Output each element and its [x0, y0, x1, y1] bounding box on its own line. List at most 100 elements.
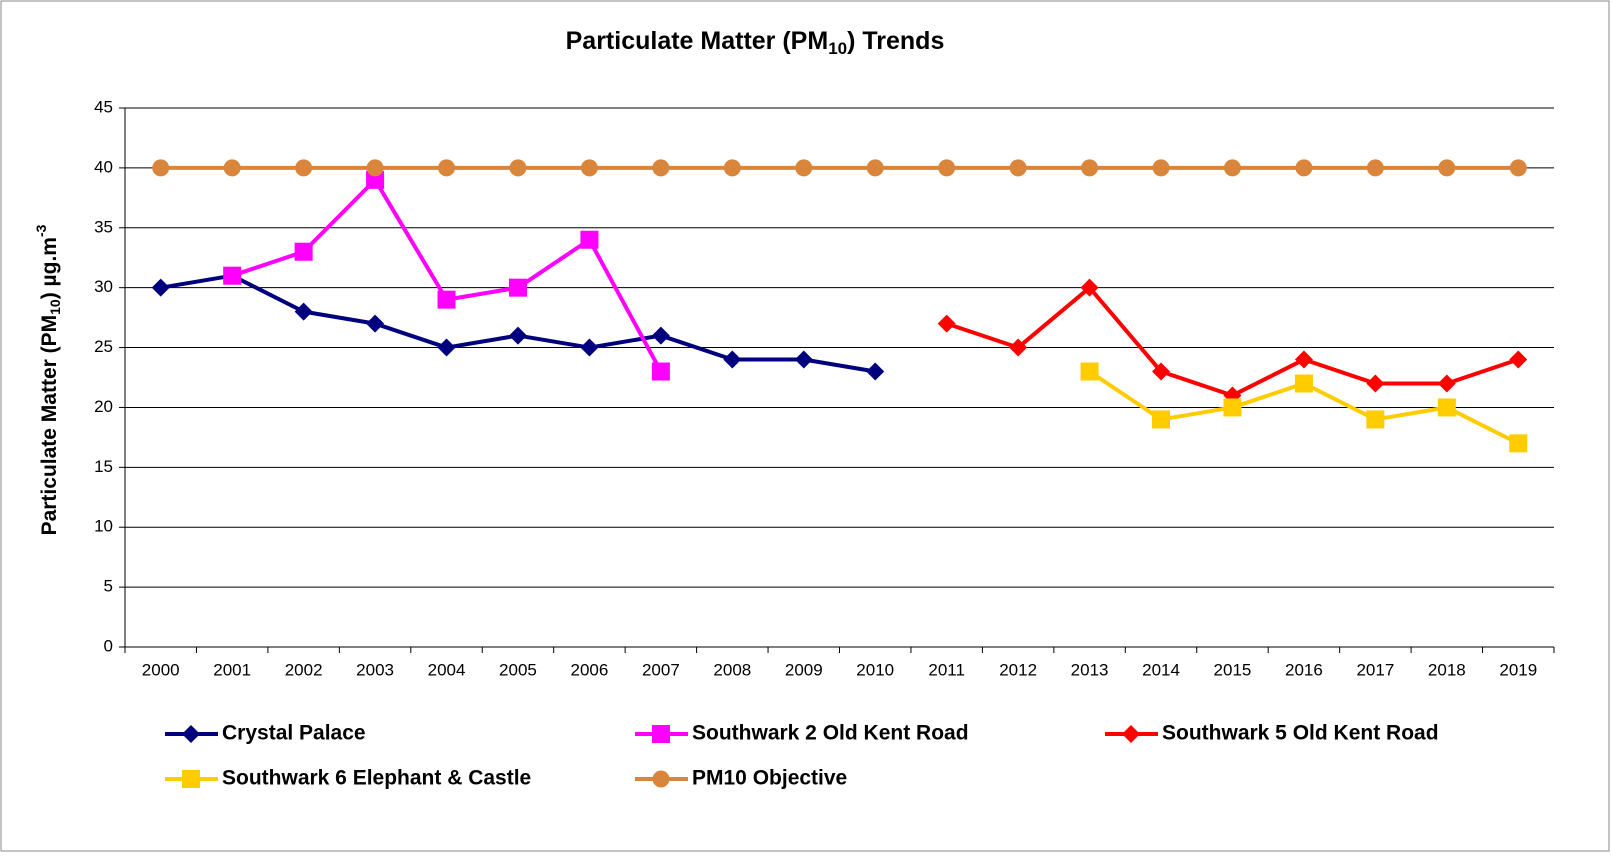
data-point	[151, 278, 170, 297]
data-point	[366, 314, 385, 333]
x-tick-label: 2004	[428, 660, 466, 679]
data-point	[437, 290, 456, 309]
data-point	[580, 159, 598, 177]
data-point	[1294, 374, 1313, 393]
data-point	[652, 159, 670, 177]
legend-label: Southwark 6 Elephant & Castle	[222, 767, 531, 790]
x-tick-label: 2018	[1428, 660, 1466, 679]
data-point	[1509, 434, 1528, 453]
y-tick-label: 25	[94, 337, 113, 356]
y-label-subscript: 10	[47, 299, 63, 315]
data-point	[1509, 350, 1528, 369]
data-point	[1009, 159, 1027, 177]
y-tick-label: 30	[94, 277, 113, 296]
legend-marker	[1122, 725, 1140, 743]
data-point	[438, 159, 456, 177]
legend-item: Southwark 2 Old Kent Road	[635, 722, 969, 745]
x-tick-label: 2002	[285, 660, 323, 679]
y-tick-label: 0	[104, 636, 113, 655]
data-point	[1152, 410, 1171, 429]
data-point	[223, 266, 242, 285]
legend-item: PM10 Objective	[635, 767, 847, 790]
data-point	[366, 170, 385, 189]
x-tick-label: 2001	[213, 660, 251, 679]
x-tick-label: 2017	[1356, 660, 1394, 679]
x-tick-label: 2010	[856, 660, 894, 679]
data-point	[580, 338, 599, 357]
data-point	[1366, 410, 1385, 429]
legend-item: Crystal Palace	[165, 722, 366, 745]
data-point	[794, 350, 813, 369]
data-point	[1295, 159, 1313, 177]
legend-item: Southwark 5 Old Kent Road	[1105, 722, 1439, 745]
legend-item: Southwark 6 Elephant & Castle	[165, 767, 531, 790]
data-point	[937, 314, 956, 333]
data-point	[366, 159, 384, 177]
y-tick-label: 35	[94, 217, 113, 236]
title-text: ) Trends	[847, 27, 944, 55]
data-point	[866, 159, 884, 177]
legend-label: Southwark 2 Old Kent Road	[692, 722, 969, 745]
y-tick-label: 15	[94, 457, 113, 476]
data-point	[509, 159, 527, 177]
data-point	[1080, 278, 1099, 297]
x-tick-label: 2003	[356, 660, 394, 679]
data-point	[294, 302, 313, 321]
x-tick-label: 2014	[1142, 660, 1180, 679]
data-point	[508, 278, 527, 297]
data-point	[1294, 350, 1313, 369]
chart-title: Particulate Matter (PM10) Trends	[566, 27, 945, 59]
data-point	[1152, 159, 1170, 177]
legend-marker	[652, 770, 670, 788]
legend-marker	[652, 725, 670, 743]
legend-marker	[182, 725, 200, 743]
data-point	[580, 230, 599, 249]
data-point	[437, 338, 456, 357]
data-point	[1009, 338, 1028, 357]
x-tick-label: 2013	[1071, 660, 1109, 679]
y-tick-label: 5	[104, 577, 113, 596]
data-point	[1223, 398, 1242, 417]
data-point	[723, 159, 741, 177]
x-tick-label: 2011	[928, 660, 965, 679]
data-point	[651, 326, 670, 345]
title-subscript: 10	[828, 39, 847, 58]
x-tick-label: 2016	[1285, 660, 1323, 679]
y-label-superscript: -3	[33, 224, 49, 237]
data-point	[1438, 159, 1456, 177]
title-text: Particulate Matter (PM	[566, 27, 829, 55]
data-point	[651, 362, 670, 381]
data-point	[1080, 362, 1099, 381]
legend-marker	[182, 770, 200, 788]
data-point	[938, 159, 956, 177]
y-tick-label: 20	[94, 397, 113, 416]
y-tick-label: 10	[94, 517, 113, 536]
legend-label: PM10 Objective	[692, 767, 847, 790]
data-point	[294, 242, 313, 261]
data-point	[295, 159, 313, 177]
legend-label: Crystal Palace	[222, 722, 366, 745]
y-tick-label: 45	[94, 97, 113, 116]
x-tick-label: 2007	[642, 660, 680, 679]
data-point	[1152, 362, 1171, 381]
y-tick-label: 40	[94, 157, 113, 176]
data-point	[1366, 159, 1384, 177]
data-point	[723, 350, 742, 369]
data-point	[866, 362, 885, 381]
data-point	[1366, 374, 1385, 393]
y-label-text: ) µg.m	[38, 237, 61, 299]
x-tick-label: 2012	[999, 660, 1037, 679]
x-tick-label: 2009	[785, 660, 823, 679]
data-point	[1081, 159, 1099, 177]
x-tick-label: 2000	[142, 660, 180, 679]
data-point	[795, 159, 813, 177]
x-tick-label: 2008	[713, 660, 751, 679]
x-tick-label: 2015	[1214, 660, 1252, 679]
x-tick-label: 2006	[571, 660, 609, 679]
data-point	[1437, 398, 1456, 417]
data-point	[1509, 159, 1527, 177]
data-point	[223, 159, 241, 177]
x-tick-label: 2019	[1499, 660, 1537, 679]
